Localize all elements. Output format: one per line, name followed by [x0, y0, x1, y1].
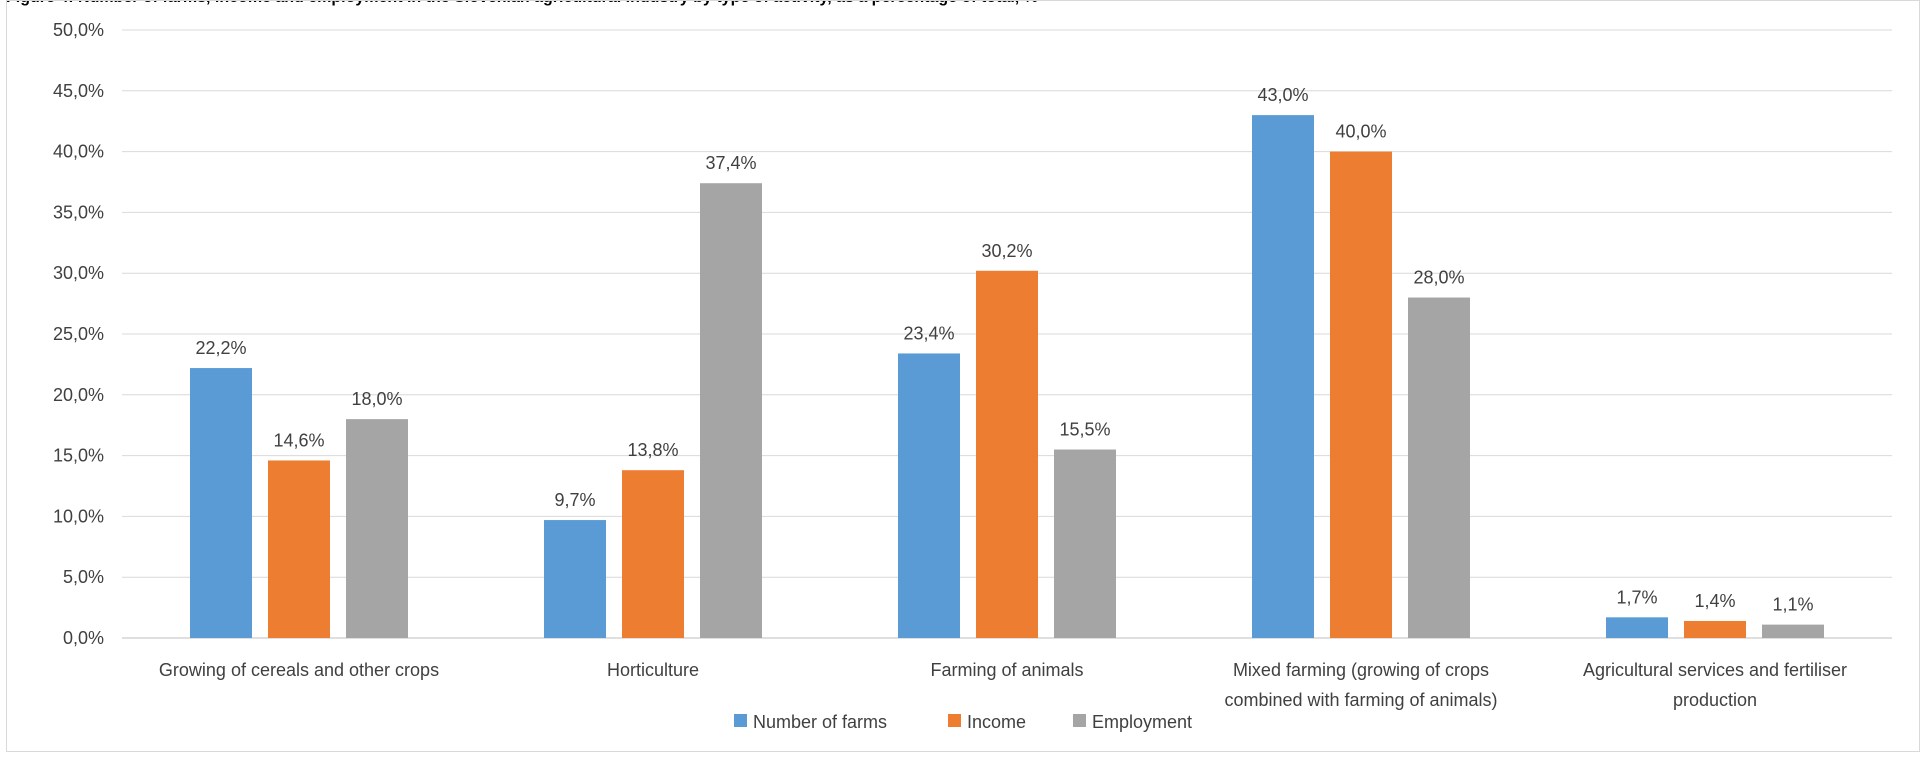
data-label: 1,4% [1694, 591, 1735, 611]
data-label: 40,0% [1335, 122, 1386, 142]
bar [1408, 297, 1470, 638]
legend-swatch [948, 714, 961, 727]
chart-border [6, 0, 1920, 752]
category-label: Growing of cereals and other crops [159, 660, 439, 680]
category-label: Farming of animals [930, 660, 1083, 680]
bar [1606, 617, 1668, 638]
data-label: 9,7% [554, 490, 595, 510]
data-label: 1,1% [1772, 595, 1813, 615]
bar [544, 520, 606, 638]
data-label: 13,8% [627, 440, 678, 460]
y-tick-label: 5,0% [63, 567, 104, 587]
bar [898, 353, 960, 638]
category-label: Horticulture [607, 660, 699, 680]
bar [190, 368, 252, 638]
legend-label: Income [967, 712, 1026, 732]
bar [976, 270, 1038, 638]
bar [1330, 151, 1392, 638]
category-label: production [1673, 690, 1757, 710]
y-tick-label: 0,0% [63, 628, 104, 648]
y-tick-label: 30,0% [53, 263, 104, 283]
data-label: 15,5% [1059, 420, 1110, 440]
y-tick-label: 45,0% [53, 81, 104, 101]
data-label: 23,4% [903, 323, 954, 343]
bar [622, 470, 684, 638]
bar [1054, 449, 1116, 638]
legend-label: Number of farms [753, 712, 887, 732]
data-label: 30,2% [981, 241, 1032, 261]
bar [700, 183, 762, 638]
bar [1252, 115, 1314, 639]
data-label: 1,7% [1616, 587, 1657, 607]
y-tick-label: 35,0% [53, 202, 104, 222]
chart-title: Figure 4: Number of farms, income and em… [6, 0, 1038, 8]
y-tick-label: 20,0% [53, 385, 104, 405]
data-label: 22,2% [195, 338, 246, 358]
legend-swatch [734, 714, 747, 727]
category-label: combined with farming of animals) [1224, 690, 1497, 710]
y-tick-label: 50,0% [53, 20, 104, 40]
bar [1684, 620, 1746, 638]
y-tick-label: 15,0% [53, 446, 104, 466]
bar [1762, 624, 1824, 638]
data-label: 28,0% [1413, 268, 1464, 288]
legend-label: Employment [1092, 712, 1192, 732]
data-label: 18,0% [351, 389, 402, 409]
data-label: 14,6% [273, 430, 324, 450]
data-label: 37,4% [705, 153, 756, 173]
y-tick-label: 25,0% [53, 324, 104, 344]
y-tick-label: 10,0% [53, 506, 104, 526]
legend-swatch [1073, 714, 1086, 727]
bar [268, 460, 330, 638]
category-label: Agricultural services and fertiliser [1583, 660, 1847, 680]
y-tick-label: 40,0% [53, 142, 104, 162]
data-label: 43,0% [1257, 85, 1308, 105]
category-label: Mixed farming (growing of crops [1233, 660, 1489, 680]
bar [346, 419, 408, 638]
